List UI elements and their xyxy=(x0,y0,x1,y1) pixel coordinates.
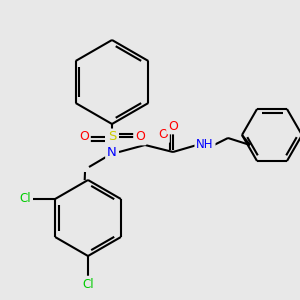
Text: Cl: Cl xyxy=(19,193,31,206)
Text: O: O xyxy=(79,130,89,143)
Text: O: O xyxy=(135,130,145,143)
Text: NH: NH xyxy=(196,139,214,152)
Text: N: N xyxy=(107,146,117,158)
Text: O: O xyxy=(158,128,168,142)
Text: S: S xyxy=(108,130,116,143)
Text: Cl: Cl xyxy=(82,278,94,290)
Text: O: O xyxy=(168,119,178,133)
